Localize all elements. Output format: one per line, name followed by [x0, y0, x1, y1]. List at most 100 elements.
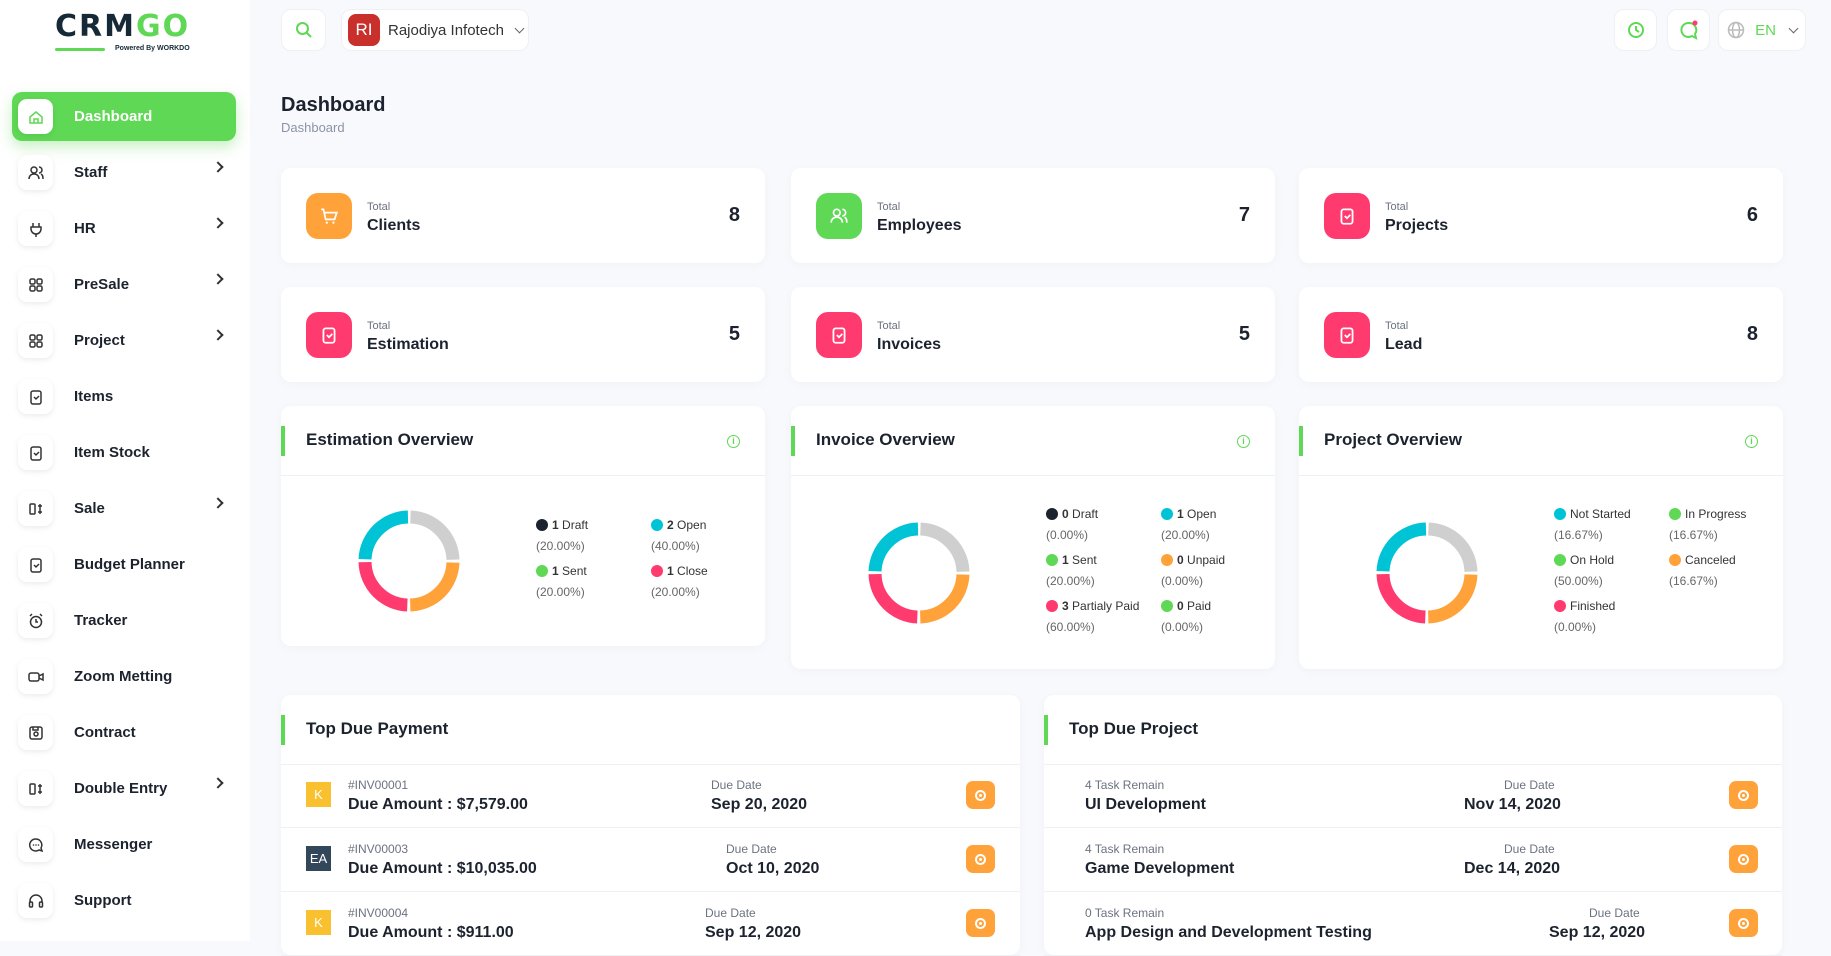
sidebar-item-presale[interactable]: PreSale — [12, 260, 236, 309]
view-button[interactable] — [1729, 909, 1758, 937]
sidebar-item-messenger[interactable]: Messenger — [12, 820, 236, 869]
eye-icon — [975, 853, 986, 865]
breadcrumb[interactable]: Dashboard — [281, 120, 345, 135]
legend-percent: (0.00%) — [1161, 573, 1204, 588]
eye-icon — [1738, 789, 1749, 801]
language-label: EN — [1755, 21, 1776, 39]
legend-count: 0 — [1062, 506, 1069, 521]
card-title: Top Due Project — [1069, 719, 1199, 738]
card-title: Estimation Overview — [306, 430, 474, 449]
invoice-number[interactable]: #INV00003 — [348, 842, 409, 856]
card-header: Top Due Payment — [281, 695, 1020, 765]
company-dropdown[interactable]: RI Rajodiya Infotech — [341, 9, 529, 51]
project-name[interactable]: App Design and Development Testing — [1085, 924, 1372, 941]
due-date-label: Due Date — [711, 778, 762, 792]
sidebar-item-tracker[interactable]: Tracker — [12, 596, 236, 645]
stat-card-estimation[interactable]: Total Estimation 5 — [281, 287, 765, 382]
sidebar-item-item-stock[interactable]: Item Stock — [12, 428, 236, 477]
view-button[interactable] — [966, 781, 995, 809]
chevron-right-icon — [212, 161, 224, 173]
timer-button[interactable] — [1614, 9, 1657, 51]
legend-count: 1 — [552, 564, 559, 578]
legend-percent: (16.67%) — [1669, 527, 1718, 542]
legend-dot — [536, 519, 548, 531]
project-name[interactable]: UI Development — [1085, 796, 1206, 813]
sidebar-item-sale[interactable]: Sale — [12, 484, 236, 533]
sidebar-item-label: Budget Planner — [74, 556, 185, 573]
users-icon — [816, 193, 862, 239]
stat-card-employees[interactable]: Total Employees 7 — [791, 168, 1275, 263]
clipboard-icon — [306, 312, 352, 358]
sidebar-item-contract[interactable]: Contract — [12, 708, 236, 757]
due-date-label: Due Date — [1589, 906, 1640, 920]
stat-card-invoices[interactable]: Total Invoices 5 — [791, 287, 1275, 382]
sidebar-nav: Dashboard Staff HR PreSale Project Items… — [12, 92, 236, 932]
chevron-right-icon — [212, 777, 224, 789]
chevron-right-icon — [212, 217, 224, 229]
legend-dot — [651, 519, 663, 531]
due-date: Sep 20, 2020 — [711, 796, 808, 813]
clipboard-icon — [816, 312, 862, 358]
info-icon[interactable]: i — [727, 435, 740, 448]
view-button[interactable] — [966, 845, 995, 873]
legend-item: Canceled (16.67%) — [1669, 550, 1784, 592]
sidebar-item-project[interactable]: Project — [12, 316, 236, 365]
legend-dot — [1554, 553, 1566, 566]
legend-dot — [1046, 599, 1058, 612]
device-floppy-icon — [18, 715, 53, 750]
logo[interactable]: CRMGO Powered By WORKDO — [55, 12, 195, 52]
legend-dot — [1669, 553, 1681, 566]
sidebar-item-double-entry[interactable]: Double Entry — [12, 764, 236, 813]
alarm-icon — [18, 603, 53, 638]
legend-label: Partialy Paid — [1072, 598, 1140, 613]
search-button[interactable] — [281, 9, 326, 51]
stat-card-projects[interactable]: Total Projects 6 — [1299, 168, 1783, 263]
project-name[interactable]: Game Development — [1085, 860, 1235, 877]
sidebar-item-staff[interactable]: Staff — [12, 148, 236, 197]
chevron-right-icon — [212, 497, 224, 509]
headset-icon — [18, 883, 53, 918]
legend-dot — [1046, 507, 1058, 520]
stat-card-lead[interactable]: Total Lead 8 — [1299, 287, 1783, 382]
card-title: Invoice Overview — [816, 430, 955, 449]
chevron-right-icon — [212, 273, 224, 285]
view-button[interactable] — [1729, 781, 1758, 809]
legend-label: Paid — [1187, 598, 1212, 613]
language-dropdown[interactable]: EN — [1718, 9, 1806, 51]
info-icon[interactable]: i — [1237, 435, 1250, 448]
view-button[interactable] — [1729, 845, 1758, 873]
info-icon[interactable]: i — [1745, 435, 1758, 448]
sidebar-item-label: Items — [74, 388, 114, 405]
due-date-label: Due Date — [705, 906, 756, 920]
table-row: 0 Task Remain App Design and Development… — [1044, 893, 1782, 956]
legend-percent: (20.00%) — [536, 539, 585, 553]
view-button[interactable] — [966, 909, 995, 937]
sidebar-item-items[interactable]: Items — [12, 372, 236, 421]
invoice-number[interactable]: #INV00004 — [348, 906, 409, 920]
task-remain: 0 Task Remain — [1085, 906, 1165, 920]
table-row: K #INV00001 Due Amount : $7,579.00 Due D… — [281, 765, 1020, 828]
legend-percent: (60.00%) — [1046, 619, 1095, 634]
legend-item: 0 Paid (0.00%) — [1161, 596, 1276, 638]
stat-card-clients[interactable]: Total Clients 8 — [281, 168, 765, 263]
sidebar-item-dashboard[interactable]: Dashboard — [12, 92, 236, 141]
donut-chart — [1376, 522, 1478, 623]
invoice-number[interactable]: #INV00001 — [348, 778, 409, 792]
sidebar-item-budget-planner[interactable]: Budget Planner — [12, 540, 236, 589]
search-icon — [295, 22, 312, 38]
legend-dot — [651, 565, 663, 577]
sidebar: CRMGO Powered By WORKDO Dashboard Staff … — [0, 0, 250, 941]
sidebar-item-zoom-metting[interactable]: Zoom Metting — [12, 652, 236, 701]
chat-notification-icon — [1679, 20, 1697, 40]
legend-percent: (20.00%) — [651, 585, 700, 599]
sidebar-item-support[interactable]: Support — [12, 876, 236, 925]
sidebar-item-hr[interactable]: HR — [12, 204, 236, 253]
messages-button[interactable] — [1667, 9, 1710, 51]
stat-label: Total — [367, 320, 391, 332]
card-header: Project Overview i — [1299, 406, 1783, 476]
company-name: Rajodiya Infotech — [388, 21, 504, 39]
legend-label: Draft — [1072, 506, 1099, 521]
card-header: Invoice Overview i — [791, 406, 1275, 476]
legend-count: 0 — [1177, 552, 1184, 567]
legend-count: 3 — [1062, 598, 1069, 613]
